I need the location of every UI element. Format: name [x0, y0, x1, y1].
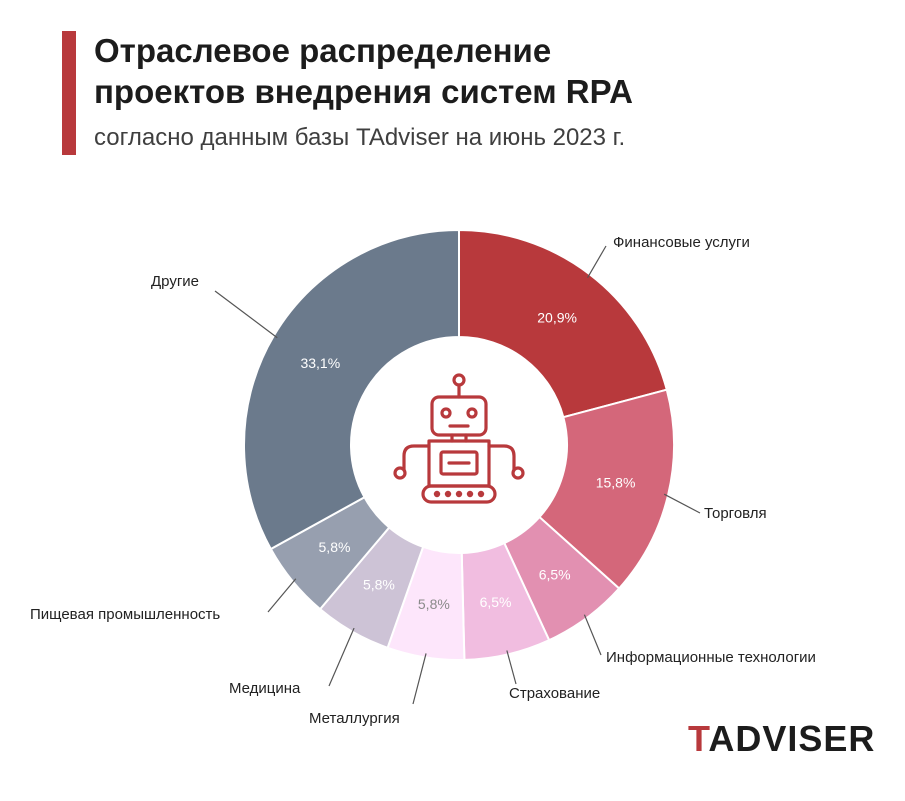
- slice-category-label: Другие: [151, 273, 199, 290]
- slice-value-label: 6,5%: [539, 566, 571, 582]
- slice-value-label: 6,5%: [480, 594, 512, 610]
- slice-category-label: Финансовые услуги: [613, 234, 750, 251]
- title-accent-bar: [62, 31, 76, 155]
- donut-slices: [242, 228, 675, 661]
- slice-category-label: Страхование: [509, 685, 600, 702]
- logo-text: ADVISER: [708, 718, 876, 759]
- leader-line: [583, 614, 602, 656]
- leader-line: [663, 493, 701, 514]
- robot-icon: [393, 373, 525, 504]
- slice-value-label: 15,8%: [596, 475, 636, 491]
- donut-slice: [242, 228, 460, 551]
- value-labels: 20,9% 15,8% 6,5% 6,5% 5,8% 5,8% 5,8% 33,1%: [300, 309, 635, 612]
- logo-letter-t: T: [688, 718, 709, 759]
- chart-subtitle: согласно данным базы TAdviser на июнь 20…: [94, 124, 626, 151]
- slice-category-label: Пищевая промышленность: [30, 606, 220, 623]
- tadviser-logo: TADVISER: [688, 718, 875, 760]
- slice-value-label: 33,1%: [300, 355, 340, 371]
- slice-category-label: Информационные технологии: [606, 649, 816, 666]
- slice-category-label: Медицина: [229, 680, 301, 697]
- leader-lines: [214, 245, 701, 705]
- category-labels: Финансовые услуги Торговля Информационные …: [30, 234, 816, 727]
- leader-line: [214, 290, 278, 339]
- chart-title: Отраслевое распределение проектов внедре…: [94, 30, 633, 112]
- slice-value-label: 5,8%: [363, 577, 395, 593]
- leader-line: [506, 650, 517, 685]
- chart-title-line-1: Отраслевое распределение: [94, 32, 552, 69]
- leader-line: [267, 578, 297, 613]
- slice-category-label: Металлургия: [309, 710, 400, 727]
- leader-line: [587, 245, 607, 279]
- slice-value-label: 5,8%: [418, 596, 450, 612]
- leader-line: [328, 627, 355, 687]
- slice-category-label: Торговля: [704, 505, 767, 522]
- donut-slice: [458, 228, 668, 419]
- slice-value-label: 5,8%: [319, 539, 351, 555]
- donut-slice: [538, 388, 675, 590]
- leader-line: [412, 653, 427, 705]
- chart-title-line-2: проектов внедрения систем RPA: [94, 73, 634, 110]
- slice-value-label: 20,9%: [537, 309, 577, 325]
